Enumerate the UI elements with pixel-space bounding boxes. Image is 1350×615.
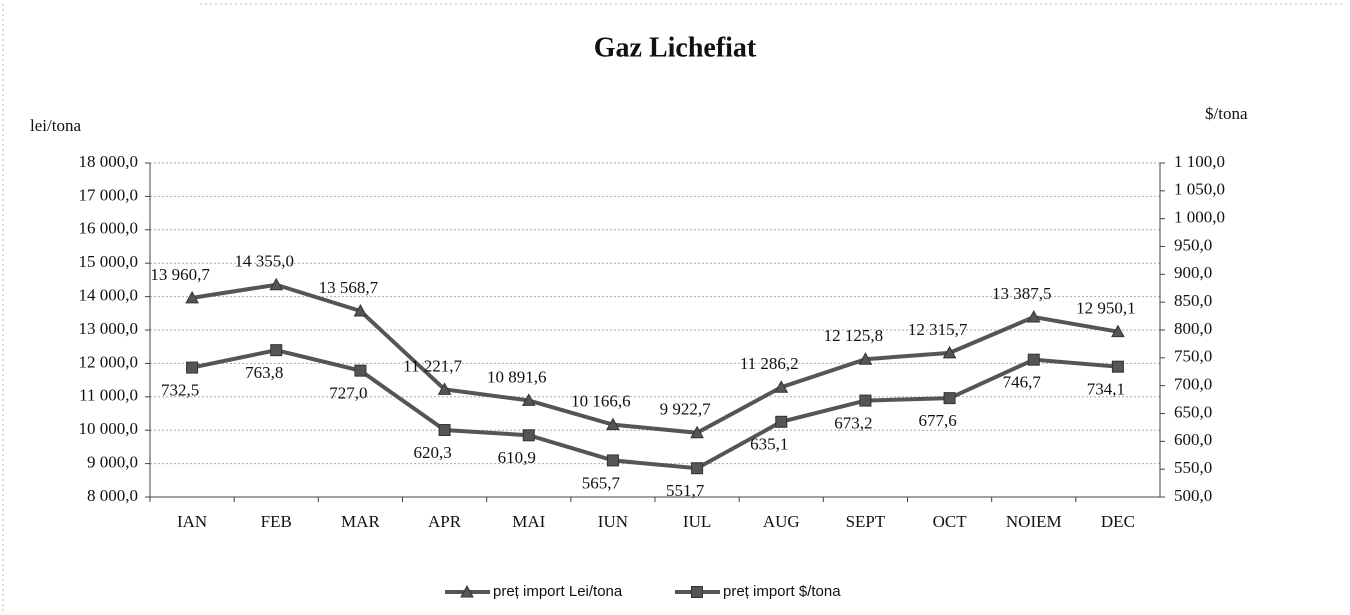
data-label: 673,2	[834, 413, 872, 432]
data-label: 9 922,7	[660, 400, 712, 419]
y-tick-label: 14 000,0	[79, 286, 139, 305]
y2-tick-label: 900,0	[1174, 263, 1212, 282]
marker	[269, 277, 284, 291]
y2-tick-label: 600,0	[1174, 430, 1212, 449]
x-tick-label: MAI	[512, 512, 545, 531]
y-tick-label: 15 000,0	[79, 252, 139, 271]
x-tick-label: OCT	[933, 512, 968, 531]
marker	[775, 415, 788, 428]
data-label: 763,8	[245, 363, 283, 382]
y-tick-label: 17 000,0	[79, 185, 139, 204]
data-label: 635,1	[750, 435, 788, 454]
series-line	[191, 348, 1119, 471]
y-tick-label: 11 000,0	[79, 386, 138, 405]
marker	[522, 429, 535, 442]
y2-tick-label: 750,0	[1174, 347, 1212, 366]
data-label: 12 125,8	[824, 326, 884, 345]
marker	[437, 382, 452, 395]
y2-tick-label: 1 050,0	[1174, 180, 1225, 199]
marker	[1111, 360, 1124, 373]
data-label: 13 960,7	[150, 265, 210, 284]
marker	[186, 361, 199, 374]
legend-label: preț import Lei/tona	[493, 583, 623, 600]
x-tick-label: DEC	[1101, 512, 1135, 531]
x-tick-label: FEB	[261, 512, 292, 531]
x-tick-label: IUN	[598, 512, 628, 531]
marker	[353, 303, 368, 317]
y2-axis-label: $/tona	[1205, 104, 1248, 123]
y-axis-label: lei/tona	[30, 116, 81, 135]
data-label: 746,7	[1003, 373, 1042, 392]
marker	[690, 425, 704, 439]
marker	[942, 345, 957, 359]
y-tick-label: 8 000,0	[87, 486, 138, 505]
data-label: 10 166,6	[571, 392, 631, 411]
y2-tick-label: 650,0	[1174, 402, 1212, 421]
data-label: 620,3	[413, 443, 451, 462]
marker	[859, 394, 872, 407]
y-tick-label: 9 000,0	[87, 453, 138, 472]
data-label: 734,1	[1087, 380, 1125, 399]
x-tick-label: MAR	[341, 512, 380, 531]
data-label: 727,0	[329, 384, 367, 403]
data-label: 10 891,6	[487, 367, 547, 386]
marker	[1027, 353, 1040, 366]
marker	[438, 424, 451, 437]
marker	[1026, 310, 1041, 323]
legend-marker	[460, 584, 474, 598]
y2-tick-label: 950,0	[1174, 235, 1212, 254]
data-label: 677,6	[918, 411, 956, 430]
data-label: 732,5	[161, 380, 199, 399]
x-tick-label: SEPT	[846, 512, 886, 531]
marker	[521, 393, 536, 406]
legend-label: preț import $/tona	[723, 583, 841, 600]
x-tick-label: IAN	[177, 512, 207, 531]
data-label: 13 568,7	[319, 278, 379, 297]
marker	[606, 454, 619, 467]
y2-tick-label: 700,0	[1174, 375, 1212, 394]
y-tick-label: 18 000,0	[79, 152, 139, 171]
marker	[858, 352, 873, 365]
data-label: 610,9	[498, 448, 536, 467]
data-label: 14 355,0	[235, 252, 295, 271]
y2-tick-label: 1 100,0	[1174, 152, 1225, 171]
x-tick-label: NOIEM	[1006, 512, 1062, 531]
marker	[943, 392, 956, 405]
x-tick-label: IUL	[683, 512, 711, 531]
y2-tick-label: 500,0	[1174, 486, 1212, 505]
legend-marker	[691, 586, 703, 598]
y-tick-label: 12 000,0	[79, 352, 139, 371]
y2-tick-label: 800,0	[1174, 319, 1212, 338]
y2-tick-label: 550,0	[1174, 458, 1212, 477]
data-label: 11 286,2	[740, 354, 799, 373]
y-tick-label: 10 000,0	[79, 419, 139, 438]
data-label: 551,7	[666, 481, 705, 500]
marker	[691, 462, 704, 475]
data-label: 11 221,7	[403, 356, 462, 375]
x-tick-label: APR	[428, 512, 462, 531]
marker	[1111, 324, 1125, 338]
marker	[774, 380, 789, 393]
chart-title: Gaz Lichefiat	[594, 32, 757, 63]
marker	[185, 290, 199, 304]
data-label: 13 387,5	[992, 284, 1052, 303]
series-line	[191, 282, 1119, 435]
data-label: 565,7	[582, 473, 621, 492]
y-tick-label: 16 000,0	[79, 219, 139, 238]
marker	[354, 364, 367, 377]
marker	[270, 344, 283, 357]
y2-tick-label: 1 000,0	[1174, 208, 1225, 227]
y-tick-label: 13 000,0	[79, 319, 139, 338]
x-tick-label: AUG	[763, 512, 800, 531]
y2-tick-label: 850,0	[1174, 291, 1212, 310]
marker	[606, 417, 620, 431]
data-label: 12 315,7	[908, 320, 968, 339]
data-label: 12 950,1	[1076, 299, 1136, 318]
